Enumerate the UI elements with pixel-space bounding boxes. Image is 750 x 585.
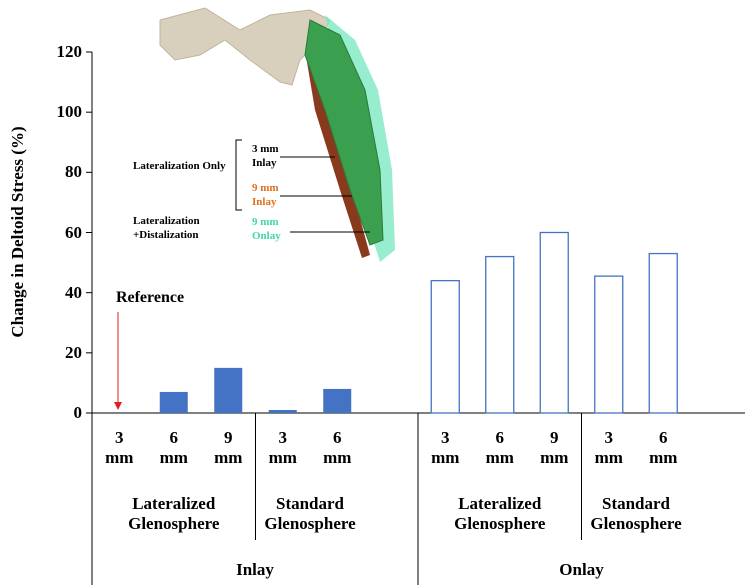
group-label: Inlay	[236, 560, 274, 579]
bar	[159, 391, 188, 413]
x-tick-label: 6 mm	[649, 428, 678, 468]
y-tick-label: 100	[56, 102, 83, 122]
group-label: Onlay	[559, 560, 604, 579]
figure-label: Lateralization +Distalization	[133, 215, 200, 241]
subgroup-label: Lateralized Glenosphere	[454, 494, 546, 534]
y-tick-label: 120	[56, 42, 83, 61]
bar	[648, 252, 678, 414]
bar	[485, 255, 515, 414]
annotation: Reference	[115, 289, 185, 306]
bar	[214, 367, 243, 413]
x-tick-label: 3 mm	[105, 428, 134, 468]
x-tick-label: 9 mm	[540, 428, 569, 468]
y-tick-label: 0	[73, 403, 83, 422]
subgroup-label: Standard Glenosphere	[590, 494, 682, 534]
subgroup-label: Standard Glenosphere	[264, 494, 356, 534]
x-tick-label: 6 mm	[485, 428, 514, 468]
y-tick-label: 60	[65, 222, 82, 242]
figure-label: 3 mm Inlay	[252, 143, 279, 169]
bar	[430, 279, 460, 414]
y-tick-label: 40	[65, 282, 82, 302]
figure-label: 9 mm Onlay	[252, 216, 281, 242]
scapula-illustration	[159, 7, 331, 86]
x-tick-label: 6 mm	[323, 428, 352, 468]
bar	[268, 409, 297, 413]
annotation-arrowhead	[114, 402, 122, 410]
bar	[539, 231, 569, 414]
x-tick-label: 9 mm	[214, 428, 243, 468]
subgroup-label: Lateralized Glenosphere	[128, 494, 220, 534]
x-tick-label: 3 mm	[431, 428, 460, 468]
bracket	[235, 139, 242, 211]
muscle-green	[304, 19, 384, 246]
y-axis-label: Change in Deltoid Stress (%)	[7, 126, 27, 338]
y-tick-label: 20	[65, 342, 82, 362]
bar	[594, 275, 624, 414]
bar	[323, 388, 352, 413]
x-tick-label: 6 mm	[159, 428, 188, 468]
figure-label: Lateralization Only	[133, 160, 226, 172]
y-tick-label: 80	[65, 162, 82, 182]
x-tick-label: 3 mm	[594, 428, 623, 468]
figure-label: 9 mm Inlay	[252, 182, 279, 208]
muscle-brown	[305, 50, 370, 258]
x-tick-label: 3 mm	[268, 428, 297, 468]
